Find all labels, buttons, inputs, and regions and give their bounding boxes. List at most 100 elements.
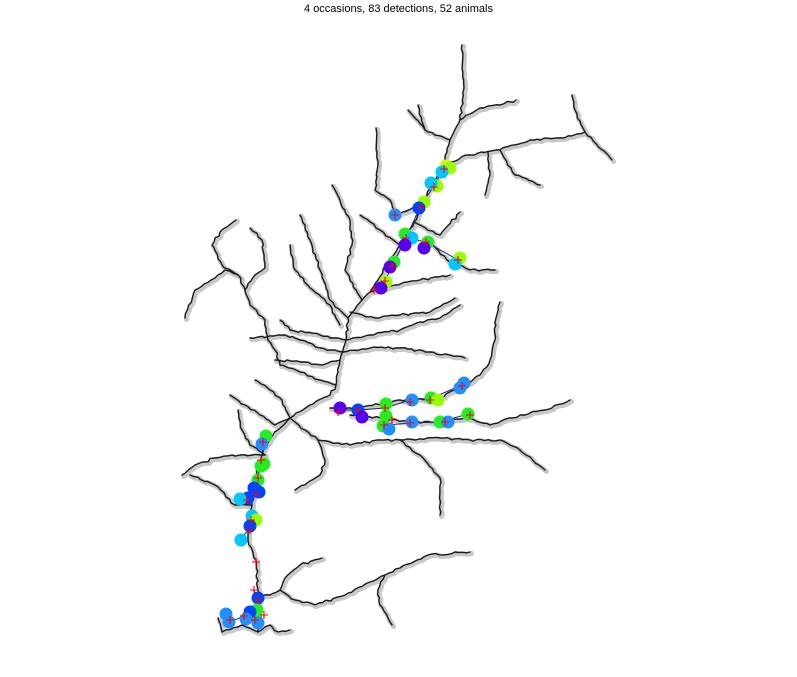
river-segment-shadow — [413, 211, 464, 239]
detection-point — [417, 241, 431, 255]
river-segment — [335, 131, 613, 386]
river-segment — [279, 319, 347, 341]
trap-marker — [381, 404, 389, 412]
river-segment-shadow — [417, 104, 429, 134]
river-segment — [211, 219, 239, 276]
river-segment-shadow — [443, 44, 468, 168]
river-segment-shadow — [331, 184, 366, 304]
river-segment-shadow — [499, 149, 544, 189]
river-segment — [257, 557, 323, 597]
river-segment-shadow — [571, 94, 589, 136]
trap-marker — [380, 421, 388, 429]
trap-marker — [252, 490, 260, 498]
detection-point — [405, 415, 419, 429]
river-segment — [331, 184, 363, 301]
river-segment — [244, 227, 266, 291]
detection-point — [251, 616, 265, 630]
detection-point — [431, 393, 445, 407]
trap-marker — [402, 234, 410, 242]
river-segment — [289, 417, 326, 491]
trap-marker — [406, 419, 414, 427]
river-segment — [443, 44, 465, 165]
river-segment — [289, 384, 337, 419]
detection-point — [435, 165, 449, 179]
river-segment — [571, 94, 586, 133]
river-segment-shadow — [184, 269, 272, 344]
river-segment — [317, 438, 442, 516]
trap-marker — [254, 596, 262, 604]
trap-marker — [458, 382, 466, 390]
trap-marker — [417, 203, 425, 211]
river-network-layer — [181, 44, 613, 633]
detections-layer — [219, 159, 475, 630]
river-segment — [413, 211, 461, 236]
detection-point — [239, 612, 253, 626]
river-shadow-layer — [181, 44, 616, 636]
trap-marker — [426, 396, 434, 404]
trap-marker — [422, 238, 430, 246]
trap-marker — [388, 416, 396, 424]
river-segment — [345, 304, 461, 341]
river-segment — [289, 244, 341, 326]
chart-title: 4 occasions, 83 detections, 52 animals — [304, 3, 493, 15]
detection-point — [374, 281, 388, 295]
river-segment-shadow — [279, 319, 350, 344]
river-segment-shadow — [484, 151, 494, 199]
trap-marker — [246, 526, 254, 534]
trap-marker — [388, 262, 396, 270]
detection-point — [461, 407, 475, 421]
river-segment-shadow — [329, 301, 504, 413]
detection-point — [234, 533, 248, 547]
trap-marker — [370, 286, 378, 294]
trap-marker — [381, 277, 389, 285]
river-segment — [279, 551, 471, 606]
river-segment — [257, 624, 291, 633]
river-segment-shadow — [459, 99, 520, 124]
river-segment-shadow — [217, 617, 262, 636]
river-segment-shadow — [349, 297, 459, 323]
detection-point — [412, 201, 426, 215]
trap-marker — [243, 496, 251, 504]
trap-marker — [257, 456, 265, 464]
river-segment-shadow — [376, 574, 396, 629]
river-segment — [484, 151, 491, 196]
river-segment — [417, 104, 426, 131]
trap-marker — [391, 211, 399, 219]
river-segment-shadow — [289, 417, 329, 494]
detection-point — [333, 401, 347, 415]
river-segment — [254, 379, 291, 419]
detection-point — [382, 422, 396, 436]
river-segment-shadow — [257, 557, 326, 600]
trap-marker — [466, 411, 474, 419]
detection-point — [379, 409, 393, 423]
trap-marker — [259, 438, 267, 446]
river-segment-shadow — [407, 109, 454, 144]
detection-point — [233, 492, 247, 506]
river-segment — [229, 394, 291, 426]
detection-point — [405, 393, 419, 407]
river-segment-shadow — [181, 453, 269, 479]
river-segment — [237, 409, 266, 456]
river-segment-shadow — [342, 346, 469, 362]
detection-point — [398, 238, 412, 252]
detection-point — [222, 615, 236, 629]
detection-point — [379, 397, 393, 411]
trap-marker — [260, 611, 268, 619]
river-segment-shadow — [249, 334, 347, 356]
trap-marker — [254, 474, 262, 482]
river-segment — [299, 214, 349, 319]
river-segment-shadow — [289, 384, 340, 422]
detection-point — [383, 260, 397, 274]
river-segment — [249, 334, 344, 353]
river-segment — [217, 617, 259, 633]
river-segment — [342, 346, 466, 359]
river-segment — [359, 214, 401, 246]
detection-point — [355, 410, 369, 424]
river-segment-shadow — [317, 438, 445, 519]
trap-marker — [406, 398, 414, 406]
detection-point — [255, 437, 269, 451]
trap-marker — [430, 183, 438, 191]
trap-marker — [334, 408, 342, 416]
river-segment — [274, 359, 341, 366]
